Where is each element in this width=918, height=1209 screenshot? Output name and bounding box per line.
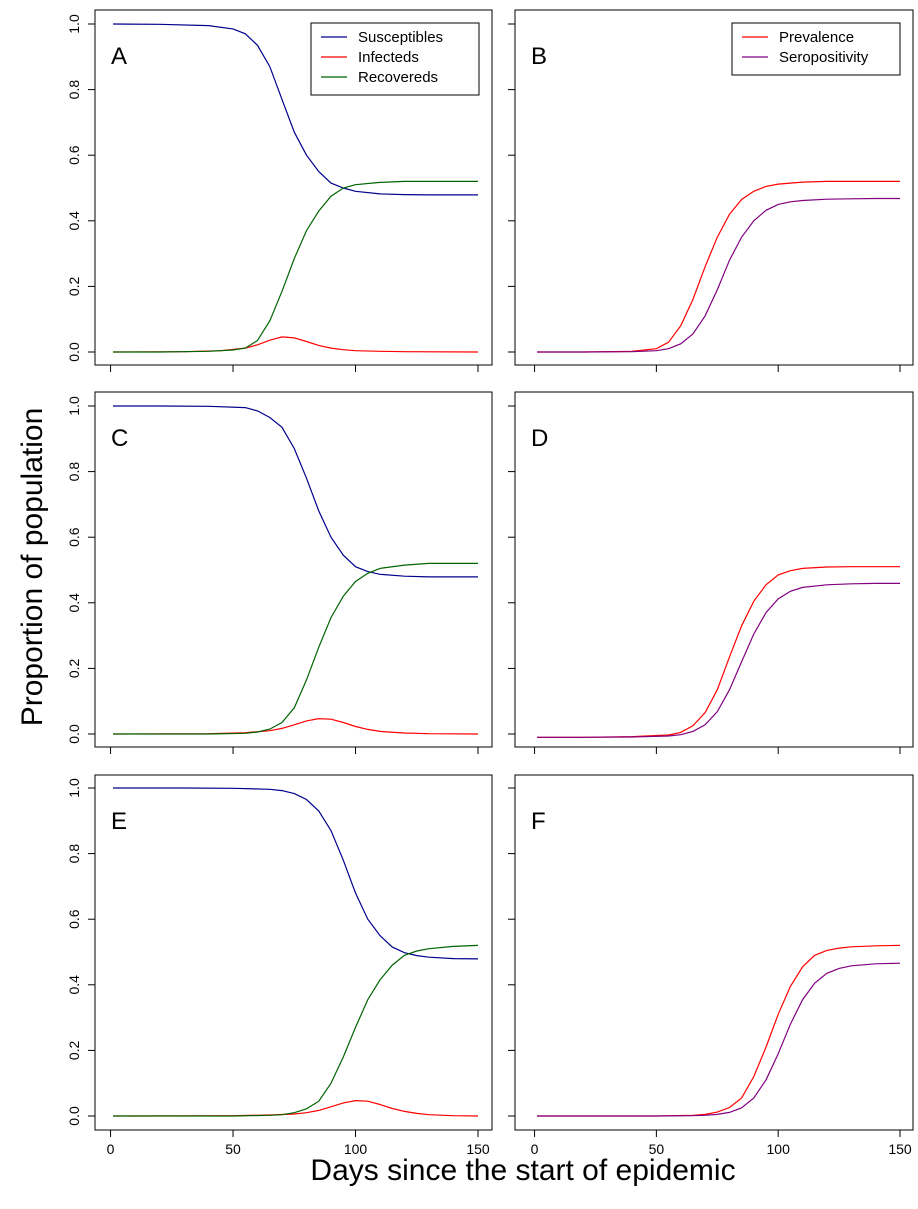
y-tick-label: 1.0 [66, 778, 82, 798]
legend: Prevalence Seropositivity [731, 22, 901, 76]
y-tick-label: 0.8 [66, 844, 82, 864]
y-tick-label: 0.2 [66, 1040, 82, 1060]
y-tick-label: 0.4 [66, 211, 82, 231]
series-line-prevalence [537, 180, 900, 353]
legend: Susceptibles Infecteds Recovereds [310, 22, 480, 96]
x-tick-label: 0 [531, 1141, 539, 1157]
series-line-recovereds [113, 944, 479, 1117]
panel-letter: F [531, 808, 546, 835]
series-line-prevalence [537, 566, 900, 738]
plot-frame [94, 774, 493, 1131]
x-tick-label: 100 [344, 1141, 368, 1157]
plot-frame [94, 9, 493, 366]
x-tick-label: 50 [649, 1141, 665, 1157]
plot-frame [94, 391, 493, 748]
x-axis-title: Days since the start of epidemic [310, 1154, 735, 1187]
panel-f: 0 50 100 150 F [508, 774, 914, 1157]
y-tick-label: 0.2 [66, 276, 82, 296]
series-line-susceptibles [113, 787, 479, 960]
legend-label: Infecteds [358, 49, 419, 66]
x-tick-label: 0 [107, 1141, 115, 1157]
legend-label: Seropositivity [779, 49, 869, 66]
series-line-seropositivity [537, 582, 900, 738]
series-line-prevalence [537, 944, 901, 1117]
series-line-susceptibles [113, 405, 478, 578]
plot-frame [514, 774, 914, 1131]
panel-a: 0.0 0.2 0.4 0.6 0.8 1.0 A Susceptibles Infecteds… [66, 9, 493, 372]
legend-label: Prevalence [779, 29, 854, 46]
series-line-susceptibles [112, 23, 478, 196]
panel-letter: C [111, 425, 128, 452]
series-line-seropositivity [537, 197, 900, 353]
y-tick-label: 0.2 [66, 658, 82, 678]
panels: 0.0 0.2 0.4 0.6 0.8 1.0 A Susceptibles Infecteds… [66, 9, 914, 1157]
panel-e: 0.0 0.2 0.4 0.6 0.8 1.0 0 50 100 150 E [66, 774, 493, 1157]
legend-label: Susceptibles [358, 29, 443, 46]
y-tick-label: 0.6 [66, 527, 82, 547]
series-line-recovereds [113, 180, 478, 353]
x-tick-label: 150 [888, 1141, 912, 1157]
y-tick-label: 0.0 [66, 724, 82, 744]
y-tick-label: 1.0 [66, 14, 82, 34]
panel-d: D [508, 391, 914, 754]
plot-frame [514, 391, 914, 748]
panel-letter: E [111, 808, 127, 835]
y-tick-label: 0.8 [66, 462, 82, 482]
y-tick-label: 0.4 [66, 593, 82, 613]
series-line-seropositivity [537, 962, 901, 1117]
x-tick-label: 100 [767, 1141, 791, 1157]
panel-b: B Prevalence Seropositivity [508, 9, 914, 372]
series-line-infecteds [112, 336, 479, 353]
y-tick-label: 0.6 [66, 145, 82, 165]
panel-letter: B [531, 43, 547, 70]
x-tick-label: 150 [466, 1141, 490, 1157]
series-line-recovereds [113, 562, 478, 735]
series-line-infecteds [112, 1099, 479, 1117]
legend-box [310, 22, 480, 96]
y-tick-label: 0.6 [66, 909, 82, 929]
y-tick-label: 0.4 [66, 975, 82, 995]
panel-letter: A [111, 43, 127, 70]
legend-box [731, 22, 901, 76]
y-tick-label: 1.0 [66, 396, 82, 416]
y-tick-label: 0.0 [66, 342, 82, 362]
y-tick-label: 0.0 [66, 1106, 82, 1126]
series-line-infecteds [112, 717, 479, 735]
panel-letter: D [531, 425, 548, 452]
y-tick-label: 0.8 [66, 80, 82, 100]
panel-c: 0.0 0.2 0.4 0.6 0.8 1.0 C [66, 391, 493, 754]
legend-label: Recovereds [358, 69, 438, 86]
y-axis-title: Proportion of population [16, 408, 49, 727]
plot-frame [514, 9, 914, 366]
x-tick-label: 50 [225, 1141, 241, 1157]
